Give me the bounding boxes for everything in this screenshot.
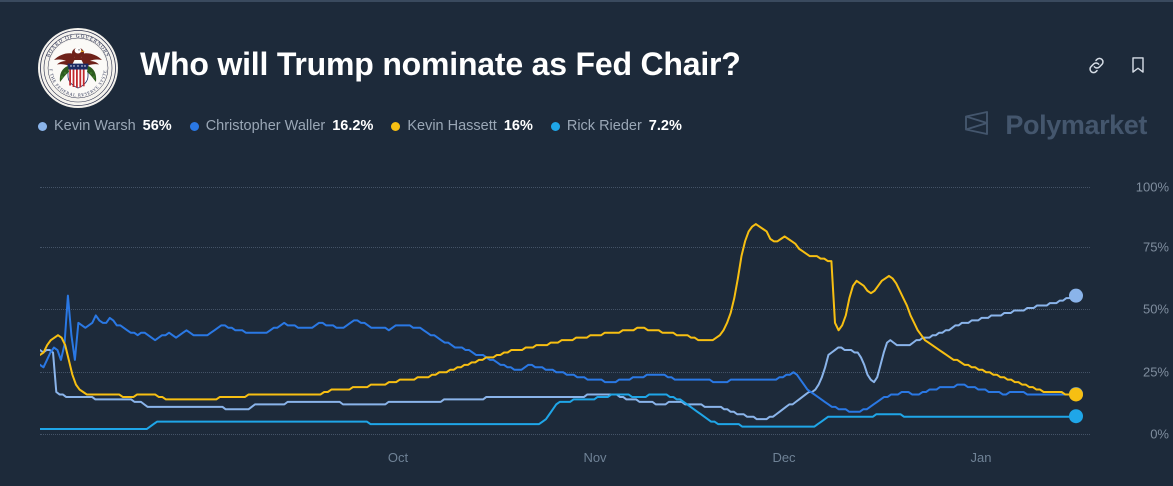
legend-label: Kevin Hassett (407, 118, 497, 134)
legend-label: Christopher Waller (205, 118, 326, 134)
plot-area[interactable] (40, 162, 1090, 444)
y-axis-label-100: 100% (1135, 179, 1169, 195)
series-line (40, 393, 1077, 431)
gridline-100 (40, 187, 1090, 189)
series-endpoint-marker (1069, 387, 1083, 402)
y-axis-label-50: 50% (1142, 301, 1169, 317)
legend-item-rick-rieder[interactable]: Rick Rieder 7.2% (550, 118, 682, 134)
series-lines (40, 223, 1083, 431)
series-line (40, 223, 1077, 401)
legend-value: 7.2% (648, 118, 682, 134)
polymarket-watermark: Polymarket (964, 110, 1147, 141)
polymarket-wordmark: Polymarket (1005, 110, 1147, 140)
legend-item-kevin-hassett[interactable]: Kevin Hassett 16% (391, 118, 533, 134)
card-header: BOARD OF GOVERNORS OF THE FEDERAL RESERV… (0, 2, 1173, 110)
series-line (40, 294, 1077, 421)
y-axis-label-75: 75% (1142, 239, 1169, 255)
y-axis-label-25: 25% (1142, 364, 1169, 380)
gridline-0 (40, 434, 1090, 436)
series-endpoint-marker (1069, 288, 1083, 303)
gridline-75 (40, 247, 1090, 249)
x-axis-label-dec: Dec (772, 450, 796, 465)
header-actions (1085, 54, 1149, 76)
bookmark-icon[interactable] (1127, 54, 1149, 76)
legend-item-kevin-warsh[interactable]: Kevin Warsh 56% (38, 118, 172, 134)
legend-dot (189, 121, 199, 131)
legend-dot (391, 121, 401, 131)
x-axis-label-jan: Jan (970, 450, 992, 465)
polymarket-logo-icon (964, 110, 994, 141)
legend-item-christopher-waller[interactable]: Christopher Waller 16.2% (189, 118, 374, 134)
legend-value: 56% (142, 118, 172, 134)
federal-reserve-seal-icon: BOARD OF GOVERNORS OF THE FEDERAL RESERV… (38, 28, 118, 108)
x-axis-label-oct: Oct (387, 450, 409, 465)
page-title: Who will Trump nominate as Fed Chair? (140, 46, 741, 82)
legend-dot (550, 121, 560, 131)
series-endpoint-marker (1069, 409, 1083, 424)
link-icon[interactable] (1085, 54, 1107, 76)
y-axis-label-0: 0% (1150, 426, 1169, 442)
gridline-50 (40, 309, 1090, 311)
price-history-chart[interactable]: 100% 75% 50% 25% 0% Oct Nov Dec Jan (0, 162, 1173, 486)
legend-label: Rick Rieder (566, 118, 642, 134)
legend-label: Kevin Warsh (54, 118, 136, 134)
x-axis-label-nov: Nov (583, 450, 607, 465)
series-legend: Kevin Warsh 56% Christopher Waller 16.2%… (38, 118, 682, 134)
legend-dot (38, 121, 47, 131)
legend-value: 16% (503, 118, 533, 134)
series-line (40, 294, 1077, 413)
legend-value: 16.2% (332, 118, 374, 134)
